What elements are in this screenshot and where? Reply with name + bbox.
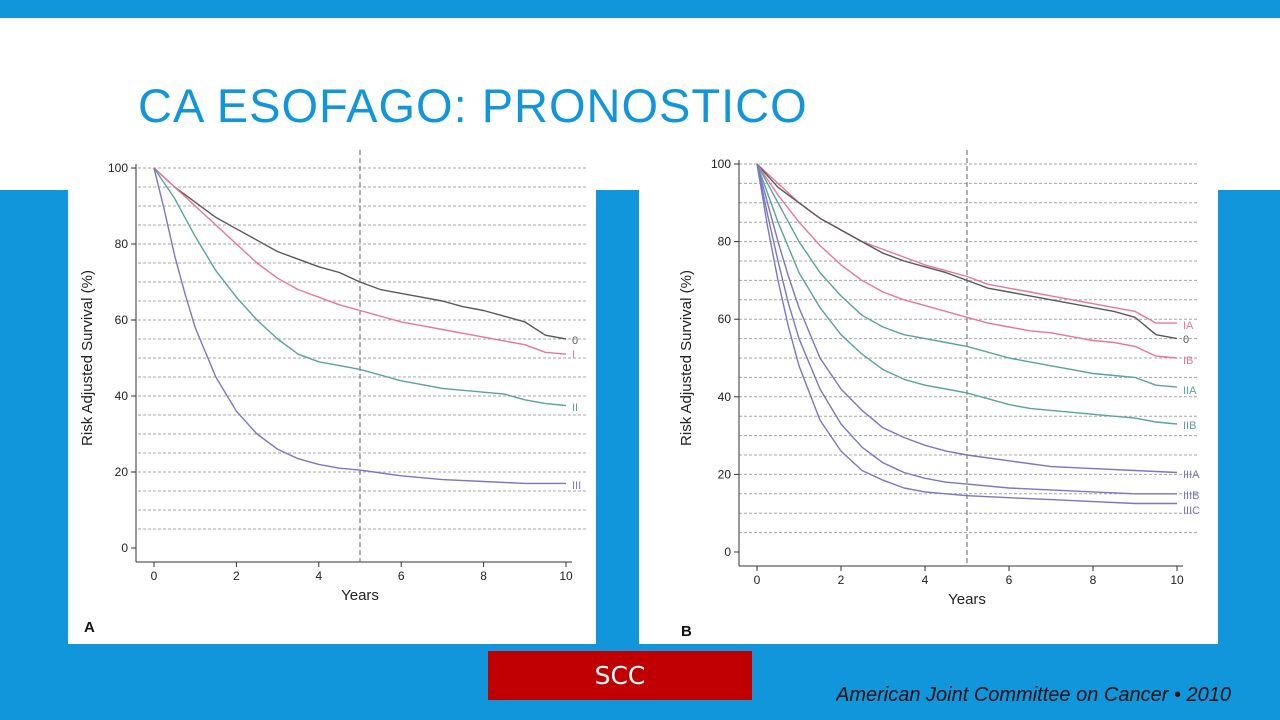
chart-a-x-tick-label: 0 <box>151 569 158 583</box>
chart-b-y-tick-label: 40 <box>718 390 732 404</box>
chart-a-x-axis-label: Years <box>341 587 379 604</box>
chart-b-series-line-iiic <box>756 163 1177 505</box>
chart-a-x-tick-label: 2 <box>233 569 240 583</box>
chart-a-y-tick-label: 20 <box>115 465 129 479</box>
chart-b-x-tick-label: 10 <box>1170 573 1184 587</box>
chart-a-series-line-ii <box>153 167 567 407</box>
scc-badge: SCC <box>488 651 752 700</box>
chart-b-series-line-0 <box>756 163 1178 340</box>
chart-a-y-tick-label: 60 <box>115 313 129 327</box>
survival-chart-b: 0 20 40 60 80 100 0 2 4 6 8 10 Years Risk Adjusted Su… <box>678 150 1200 640</box>
chart-b-series-label-iiib: IIIB <box>1183 490 1200 502</box>
chart-b-series-line-ib <box>756 163 1178 359</box>
chart-a-panel-letter: A <box>84 619 95 636</box>
chart-b-series-line-iiib <box>756 163 1177 495</box>
survival-chart-a: 0 20 40 60 80 100 0 2 4 6 8 10 Years Risk Adjusted Su… <box>79 150 588 636</box>
chart-a-series-label-iii: III <box>572 480 581 492</box>
chart-a-series-line-i <box>153 167 567 355</box>
chart-panel-a: 0 20 40 60 80 100 0 2 4 6 8 10 Years Risk Adjusted Su… <box>68 148 596 644</box>
chart-b-y-tick-label: 0 <box>724 545 731 559</box>
chart-b-series-line-ia <box>756 163 1177 324</box>
chart-b-series-label-iib: IIB <box>1183 420 1196 432</box>
chart-a-x-tick-label: 4 <box>315 569 322 583</box>
chart-a-x-tick-label: 10 <box>559 569 573 583</box>
chart-a-y-axis-label: Risk Adjusted Survival (%) <box>79 270 96 446</box>
chart-b-series-label-ia: IA <box>1183 320 1194 332</box>
chart-a-y-tick-label: 100 <box>108 161 128 175</box>
chart-b-series-label-iia: IIA <box>1183 385 1197 397</box>
chart-a-series-label-0: 0 <box>572 335 578 347</box>
chart-b-series-label-iiic: IIIC <box>1183 505 1200 517</box>
chart-a-series-line-0 <box>153 167 567 340</box>
source-citation: American Joint Committee on Cancer • 201… <box>836 684 1231 706</box>
chart-a-series-label-ii: II <box>572 402 578 414</box>
chart-b-x-tick-label: 6 <box>1006 573 1013 587</box>
chart-a-series-line-iii <box>153 167 566 485</box>
chart-a-series-label-i: I <box>572 349 575 361</box>
chart-b-series-line-iiia <box>756 163 1178 474</box>
chart-a-x-tick-label: 6 <box>398 569 405 583</box>
top-accent-bar <box>0 0 1280 18</box>
chart-b-x-tick-label: 4 <box>922 573 929 587</box>
chart-a-y-tick-label: 0 <box>121 541 128 555</box>
chart-a-y-tick-label: 40 <box>115 389 129 403</box>
chart-b-series-label-iiia: IIIA <box>1183 469 1200 481</box>
chart-b-x-tick-label: 0 <box>754 573 761 587</box>
chart-b-series-line-iia <box>756 163 1178 388</box>
chart-a-x-tick-label: 8 <box>480 569 487 583</box>
chart-a-y-tick-label: 80 <box>115 237 129 251</box>
chart-b-y-tick-label: 20 <box>718 467 732 481</box>
chart-b-y-axis-label: Risk Adjusted Survival (%) <box>678 270 695 446</box>
chart-b-x-axis-label: Years <box>948 591 986 608</box>
chart-b-panel-letter: B <box>681 623 692 640</box>
chart-b-series-label-0: 0 <box>1183 334 1189 346</box>
chart-b-series-line-iib <box>756 163 1178 425</box>
chart-b-x-tick-label: 8 <box>1090 573 1097 587</box>
chart-b-y-tick-label: 60 <box>718 312 732 326</box>
slide-title: CA ESOFAGO: PRONOSTICO <box>138 79 808 132</box>
chart-b-y-tick-label: 100 <box>711 157 731 171</box>
chart-b-y-tick-label: 80 <box>718 235 732 249</box>
chart-panel-b: 0 20 40 60 80 100 0 2 4 6 8 10 Years Risk Adjusted Su… <box>639 148 1218 644</box>
chart-b-series-label-ib: IB <box>1183 355 1193 367</box>
chart-b-x-tick-label: 2 <box>838 573 845 587</box>
